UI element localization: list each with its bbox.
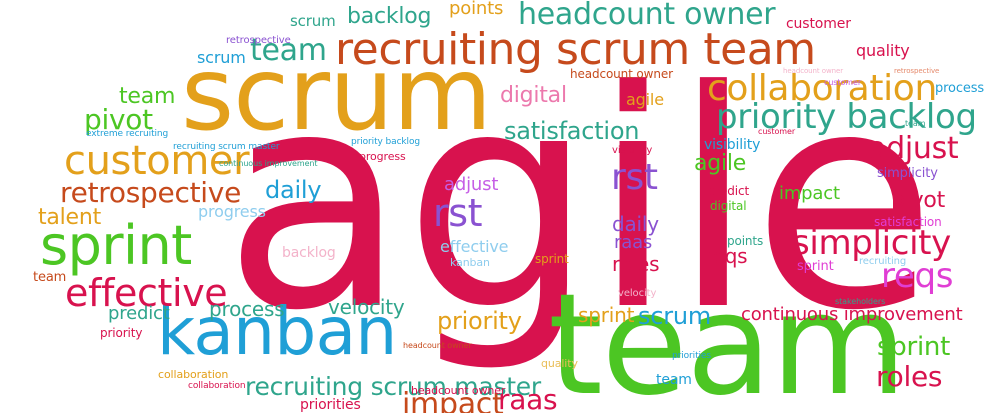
word-effective-light: effective [440,237,509,256]
word-effective: effective [65,271,228,315]
word-headcount-owner-top: headcount owner [518,0,776,32]
word-sprint-mid-small: sprint [535,252,569,266]
word-scrum-lower: scrum [638,302,711,330]
word-sprint-orange: sprint [578,303,635,327]
word-retrospective: retrospective [60,176,242,209]
word-continuous-improvement: continuous improvement [741,304,963,325]
word-customer-violet: customer [824,78,862,87]
word-velocity-left: velocity [328,295,405,319]
word-digital-pink: digital [500,83,567,108]
word-stakeholders: stakeholders [835,297,886,306]
word-daily-left: daily [265,176,322,204]
word-reqs-mid: reqs [705,244,748,268]
word-rst-right: rst [611,157,658,198]
word-retrospective-faint: retrospective [894,67,940,75]
word-agile-small-orange: agile [626,90,664,109]
word-sprint-right: sprint [877,332,951,362]
word-team-small-left: team [33,270,67,285]
word-scrum-topsmall: scrum [290,12,336,30]
word-kanban-light: kanban [450,256,490,269]
word-adjust-violet: adjust [444,174,499,195]
word-adjust-right: adjust [868,131,959,166]
word-sprint-left: sprint [40,214,192,277]
word-visibility-mid: visibility [612,145,653,156]
word-quality-top: quality [856,41,910,60]
word-recruiting-small: recruiting [859,256,907,267]
word-priorities-bottom: priorities [300,397,361,413]
word-daily-right: daily [612,212,659,236]
word-agile-green-right: agile [694,151,747,176]
word-headcount-owner-tiny: headcount owner [403,341,472,350]
word-backlog-mid: backlog [282,245,336,261]
word-points-mid: points [727,234,764,248]
word-roles-right: roles [876,360,943,393]
word-team-topleft: team [250,33,327,68]
word-continuous-improvement-small: continuous improvement [219,159,318,168]
word-roles-mid: roles [612,252,660,276]
word-priority-backlog: priority backlog [716,97,977,137]
word-headcount-owner-small: headcount owner [570,67,673,81]
word-retrospective-top-small: retrospective [226,35,291,46]
word-customer-left: customer [64,138,250,184]
word-quality-bottom: quality [541,357,578,370]
word-extreme-recruiting: extreme recruiting [86,129,169,139]
word-recruiting-scrum-master: recruiting scrum master [245,372,541,401]
word-scrum-topleft2: scrum [197,48,246,67]
word-backlog-top: backlog [347,4,432,29]
word-priority-mid: priority [437,307,522,335]
word-recruiting-scrum-team: recruiting scrum team [335,24,816,75]
word-pivot-left: pivot [84,103,153,136]
word-progress-mid: progress [198,202,266,221]
word-predict-mid: predict [708,184,750,198]
word-headcount-owner-bottom: headcount owner [411,384,506,397]
word-simplicity-small: simplicity [877,166,938,181]
word-points-top: points [449,0,504,19]
word-talent: talent [38,205,102,230]
word-collaboration-small: collaboration [158,368,229,381]
word-collaboration-tiny: collaboration [188,381,246,391]
word-headcount-owner-faint: headcount owner [783,67,844,75]
word-velocity-small: velocity [618,288,657,299]
word-process-right: process [935,81,985,96]
word-pivot-right: pivot [891,188,946,213]
word-raas-right: raas [614,232,653,253]
word-kanban: kanban [157,293,397,370]
word-impact-bottom: impact [402,387,504,413]
word-reqs-right: reqs [881,256,954,296]
word-scrum-main: scrum [181,35,492,154]
word-collaboration: collaboration [707,68,937,109]
word-agile-main: agile [223,27,937,376]
word-process-left: process [209,297,285,321]
word-digital-green: digital [710,199,747,213]
word-priority-backlog-small: priority backlog [351,137,421,147]
word-progress-small: progress [359,150,406,163]
word-team-left: team [119,84,176,109]
word-customer-top: customer [786,16,851,32]
word-visibility-right: visibility [704,137,761,153]
word-raas-bottom: raas [498,383,558,413]
word-priorities-blue: priorities [672,351,711,361]
word-satisfaction: satisfaction [504,117,640,145]
word-recruiting-scrum-master-small: recruiting scrum master [173,142,280,152]
word-predict-left: predict [108,303,170,324]
word-rst-left: rst [433,191,483,235]
word-team-small-bottom: team [656,372,692,388]
word-impact-green: impact [779,183,840,204]
word-priority-small-left: priority [100,326,143,340]
word-satisfaction-small: satisfaction [874,215,942,229]
word-customer-small-mid: customer [758,127,796,136]
word-simplicity: simplicity [792,223,951,263]
word-sprint-small-right: sprint [797,259,834,274]
word-team-main: team [548,264,907,413]
word-team-small-right: team [905,119,926,128]
